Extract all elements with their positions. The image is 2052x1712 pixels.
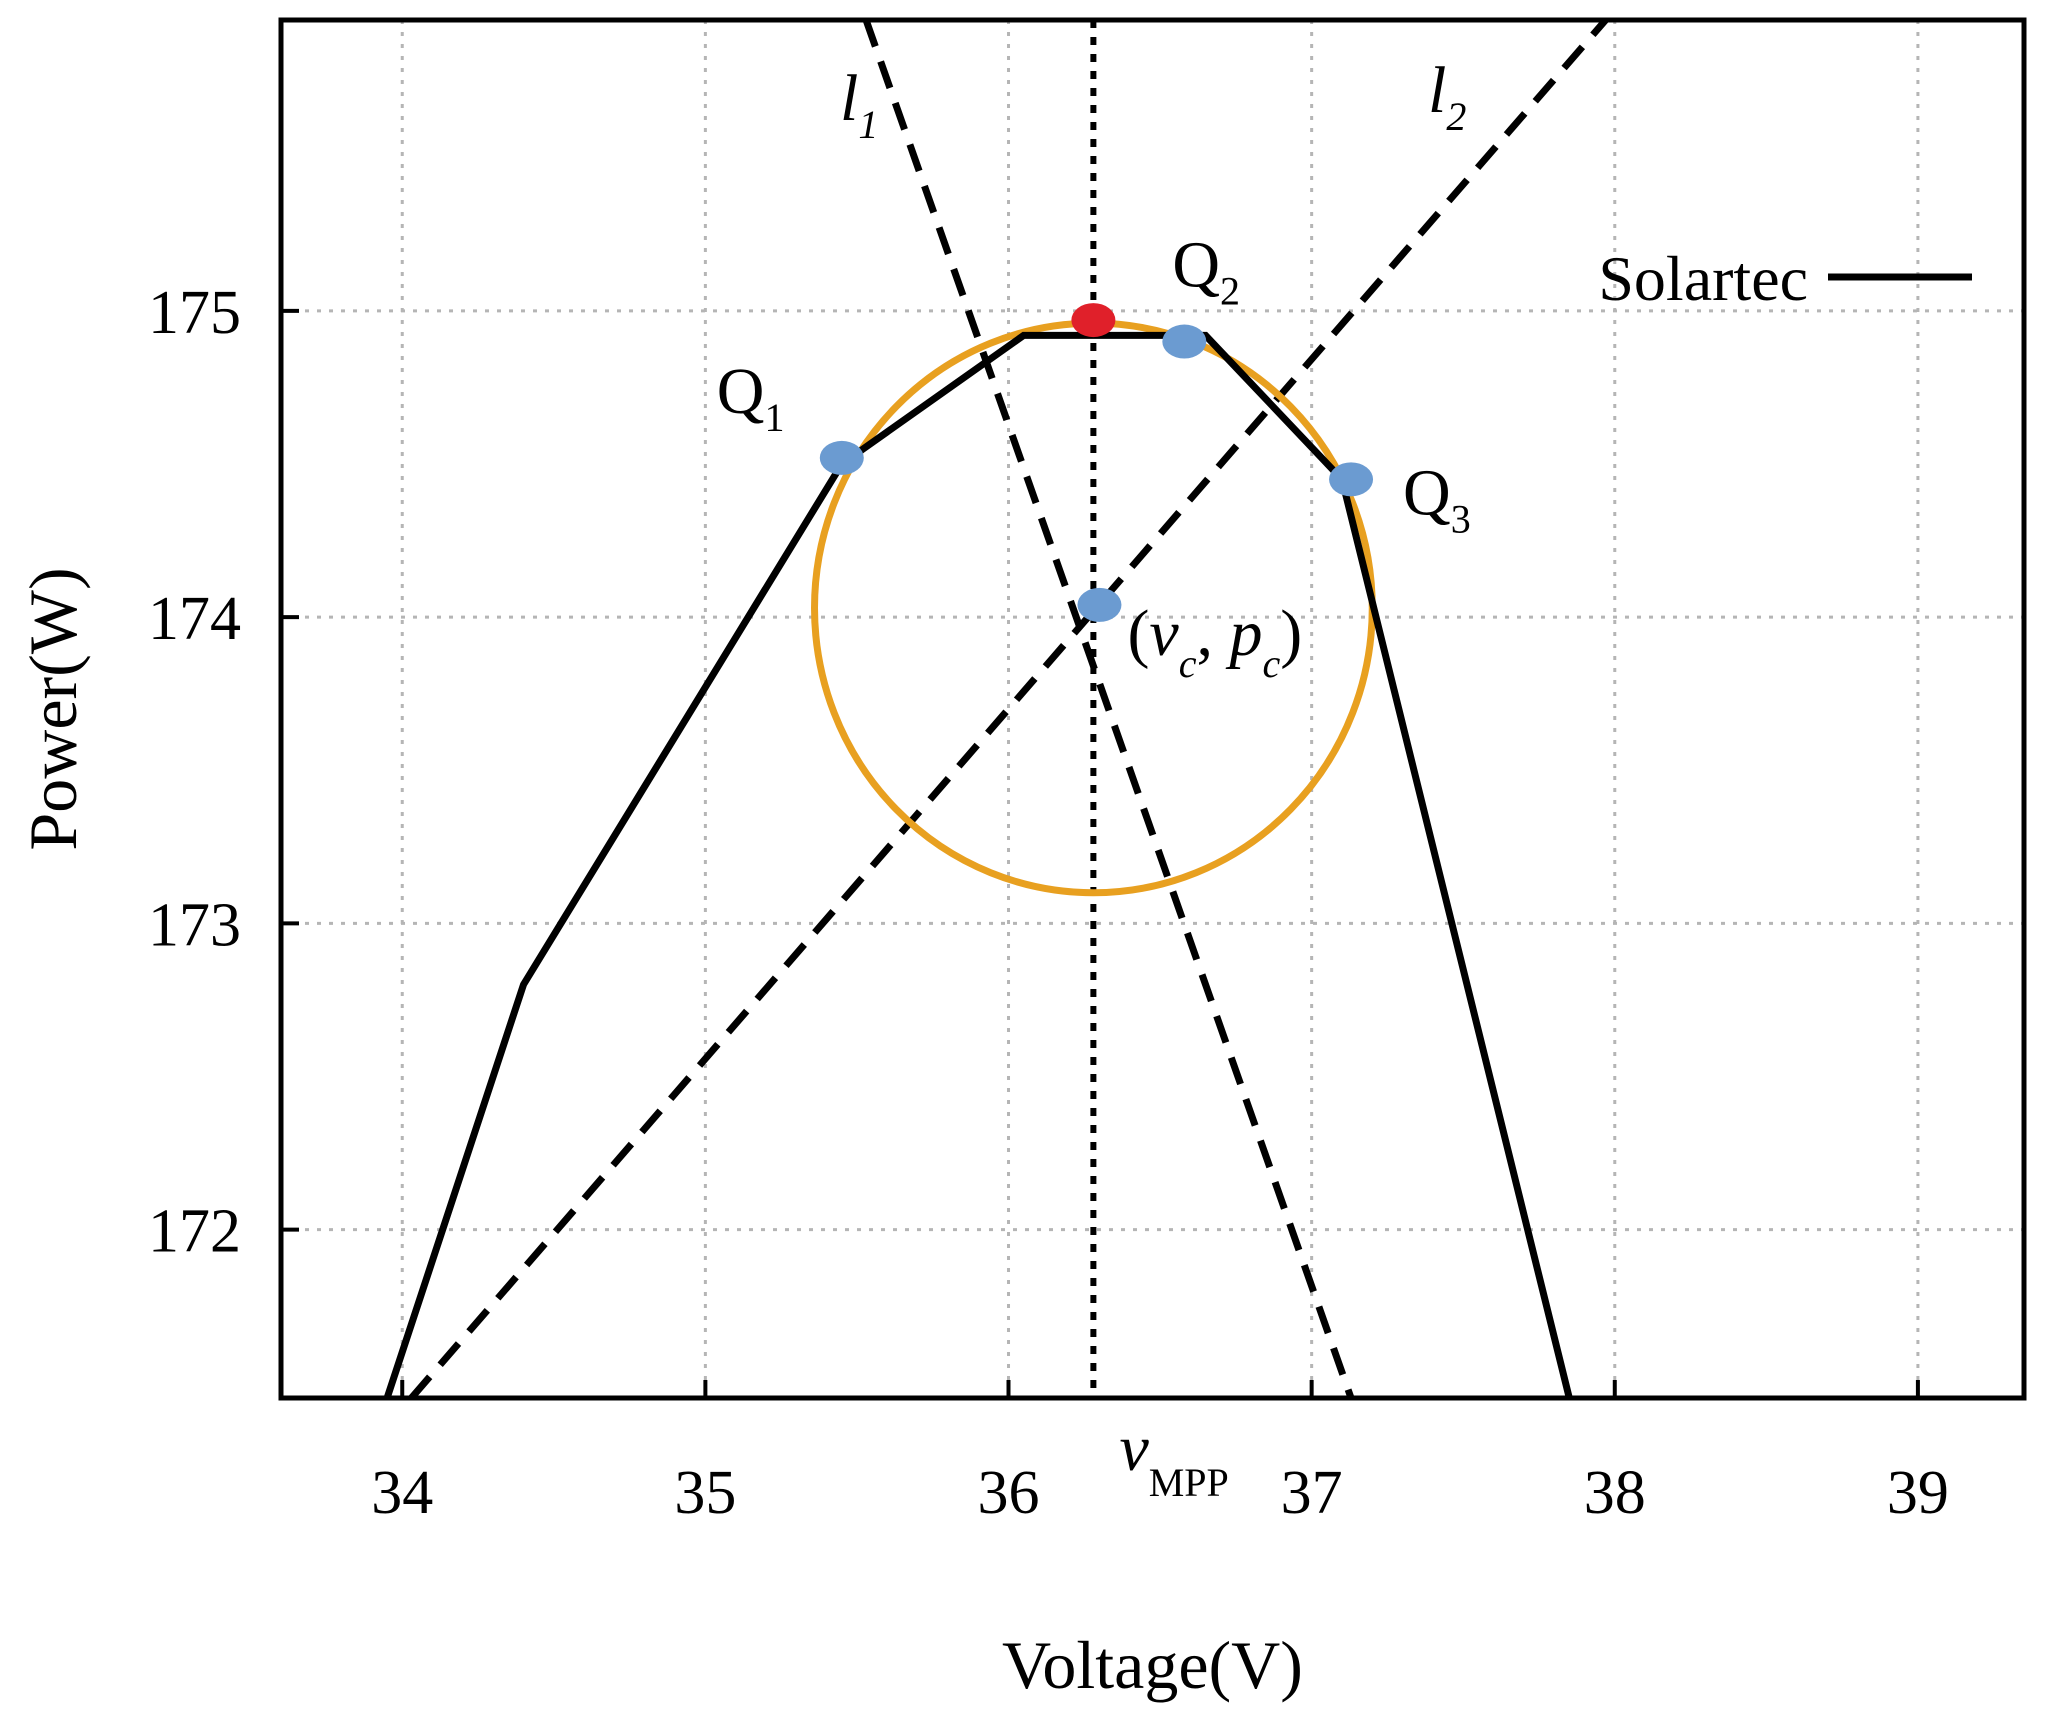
point-q3	[1329, 462, 1374, 497]
label-q2: Q2	[1172, 229, 1240, 314]
label-vmpp: vMPP	[1119, 1412, 1228, 1505]
point-q1	[819, 440, 864, 475]
y-tick-label: 174	[148, 585, 241, 653]
reference-lines	[408, 20, 1609, 1398]
label-q3: Q3	[1403, 456, 1471, 541]
x-tick-label: 36	[978, 1459, 1040, 1527]
label-center-point: (vc, pc)	[1127, 597, 1302, 686]
label-q1: Q1	[717, 355, 785, 440]
x-tick-label: 38	[1584, 1459, 1646, 1527]
x-tick-label: 39	[1887, 1459, 1949, 1527]
legend-label-solartec: Solartec	[1598, 243, 1808, 314]
x-tick-label: 35	[674, 1459, 736, 1527]
x-axis-title: Voltage(V)	[1002, 1627, 1303, 1703]
label-l1: l1	[840, 62, 878, 147]
line-l1	[862, 20, 1355, 1398]
grid-lines	[281, 20, 2024, 1398]
x-tick-label: 34	[371, 1459, 433, 1527]
y-tick-label: 173	[148, 891, 241, 959]
y-axis-title: Power(W)	[15, 567, 91, 850]
point-center	[1077, 587, 1122, 622]
label-l2: l2	[1428, 54, 1466, 139]
line-l2	[408, 20, 1609, 1398]
point-q2	[1162, 324, 1207, 359]
plot-frame	[278, 17, 2027, 1401]
x-tick-label: 37	[1281, 1459, 1343, 1527]
tick-labels: 34 35 36 37 38 39 172 173 174 175	[148, 279, 1949, 1527]
y-tick-label: 172	[148, 1198, 241, 1266]
legend: Solartec	[1598, 243, 1972, 314]
point-mpp	[1071, 303, 1116, 338]
marker-points	[819, 303, 1374, 622]
y-tick-label: 175	[148, 279, 241, 347]
annotation-labels: Q1 Q2 Q3 l1 l2 (vc, pc) vMPP	[717, 54, 1471, 1505]
